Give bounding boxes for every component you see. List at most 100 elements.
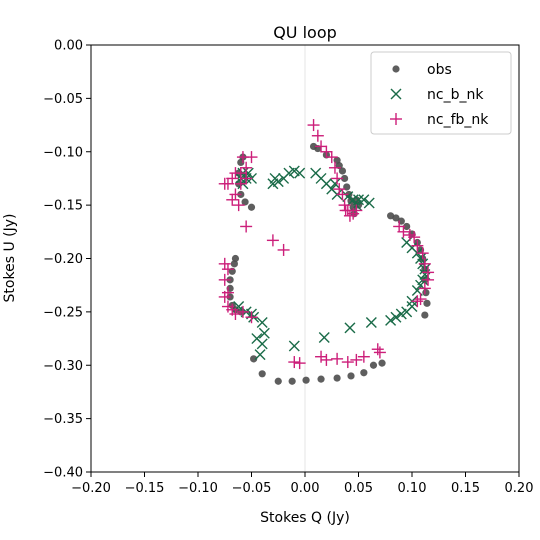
point-nc_b_nk-23 <box>363 197 375 209</box>
legend-marker-nc_fb_nk <box>390 113 402 125</box>
point-nc_b_nk-39 <box>390 311 402 323</box>
point-nc_fb_nk-62 <box>218 177 231 190</box>
point-nc_b_nk-43 <box>318 332 330 343</box>
legend-label-nc_fb_nk: nc_fb_nk <box>427 112 489 128</box>
point-nc_fb_nk-61 <box>226 193 239 206</box>
x-tick-label-8: 0.20 <box>505 481 534 496</box>
y-tick-label-4: −0.20 <box>43 252 83 267</box>
point-nc_fb_nk-53 <box>234 167 247 180</box>
point-nc_fb_nk-48 <box>236 305 249 318</box>
x-tick-label-4: 0.00 <box>291 481 320 496</box>
point-nc_fb_nk-47 <box>229 308 242 321</box>
point-nc_fb_nk-3 <box>320 145 333 158</box>
point-nc_fb_nk-51 <box>226 172 239 185</box>
point-obs-53 <box>247 203 256 211</box>
point-nc_fb_nk-49 <box>245 311 258 324</box>
y-tick-label-6: −0.30 <box>43 359 83 374</box>
legend-label-nc_b_nk: nc_b_nk <box>427 87 484 103</box>
x-tick-label-5: 0.05 <box>344 481 373 496</box>
legend-marker-nc_b_nk <box>390 88 402 100</box>
point-nc_fb_nk-29 <box>357 350 370 363</box>
y-tick-label-7: −0.35 <box>43 412 83 427</box>
point-nc_fb_nk-37 <box>266 234 279 247</box>
series-nc_b_nk <box>233 165 431 361</box>
point-obs-34 <box>288 377 296 385</box>
legend-box <box>370 51 512 135</box>
point-nc_fb_nk-39 <box>240 220 253 233</box>
x-tick-label-0: −0.20 <box>71 481 111 496</box>
point-nc_fb_nk-44 <box>218 290 231 303</box>
point-nc_fb_nk-30 <box>350 353 363 366</box>
point-obs-31 <box>333 374 341 382</box>
point-nc_b_nk-38 <box>395 308 407 320</box>
point-obs-30 <box>347 372 355 380</box>
point-nc_b_nk-47 <box>251 333 263 345</box>
y-tick-label-2: −0.10 <box>43 145 83 160</box>
point-nc_b_nk-12 <box>269 172 281 184</box>
point-nc_fb_nk-58 <box>234 177 247 190</box>
point-nc_b_nk-20 <box>347 194 359 206</box>
point-nc_b_nk-17 <box>329 178 341 190</box>
y-tick-label-1: −0.05 <box>43 92 83 107</box>
point-obs-29 <box>360 369 368 377</box>
legend: obs nc_b_nk nc_fb_nk <box>370 51 512 135</box>
point-nc_fb_nk-42 <box>218 273 231 286</box>
point-nc_fb_nk-6 <box>331 172 344 185</box>
point-nc_fb_nk-5 <box>328 161 341 174</box>
point-nc_fb_nk-21 <box>418 257 431 270</box>
point-nc_fb_nk-23 <box>422 273 435 286</box>
point-obs-32 <box>317 375 325 383</box>
point-nc_fb_nk-59 <box>229 188 242 201</box>
point-nc_b_nk-40 <box>385 314 397 326</box>
point-nc_fb_nk-35 <box>293 357 306 370</box>
point-nc_fb_nk-24 <box>418 282 431 295</box>
point-obs-27 <box>378 359 386 367</box>
point-obs-36 <box>258 370 266 378</box>
point-nc_fb_nk-4 <box>325 151 338 164</box>
legend-entries: obs nc_b_nk nc_fb_nk <box>390 62 489 128</box>
point-nc_fb_nk-0 <box>307 119 320 132</box>
point-nc_fb_nk-27 <box>371 343 384 356</box>
point-nc_fb_nk-32 <box>331 352 344 365</box>
point-nc_b_nk-22 <box>358 194 370 206</box>
point-nc_fb_nk-54 <box>240 172 253 185</box>
x-tick-label-7: 0.15 <box>451 481 480 496</box>
x-axis-label: Stokes Q (Jy) <box>260 510 350 526</box>
point-obs-52 <box>241 198 249 206</box>
y-tick-label-0: 0.00 <box>54 39 83 54</box>
point-nc_fb_nk-34 <box>315 350 328 363</box>
point-nc_b_nk-49 <box>256 317 268 329</box>
point-nc_fb_nk-7 <box>333 183 346 196</box>
point-nc_b_nk-41 <box>365 317 377 329</box>
legend-label-obs: obs <box>427 62 452 78</box>
point-nc_b_nk-48 <box>258 327 270 339</box>
y-axis-ticks: 0.00 −0.05 −0.10 −0.15 −0.20 −0.25 −0.30 −0.35 −… <box>43 39 91 481</box>
x-axis-ticks: −0.20 −0.15 −0.10 −0.05 0.00 0.05 0.10 0.15 0.20 <box>71 472 533 496</box>
point-obs-26 <box>421 311 429 319</box>
point-nc_fb_nk-57 <box>236 151 249 164</box>
point-obs-15 <box>392 214 400 222</box>
point-nc_fb_nk-28 <box>373 346 386 359</box>
points-layer <box>218 119 435 385</box>
point-obs-39 <box>230 260 238 268</box>
point-obs-5 <box>338 167 347 175</box>
x-tick-label-3: −0.05 <box>232 481 272 496</box>
point-nc_fb_nk-2 <box>315 140 328 153</box>
point-nc_fb_nk-13 <box>350 204 363 217</box>
point-nc_fb_nk-31 <box>341 356 354 369</box>
point-nc_fb_nk-33 <box>320 353 333 366</box>
point-nc_fb_nk-14 <box>339 204 352 217</box>
point-nc_b_nk-44 <box>288 340 300 352</box>
series-nc_fb_nk <box>218 119 435 370</box>
point-obs-24 <box>422 289 430 297</box>
point-nc_fb_nk-26 <box>411 295 424 308</box>
point-obs-17 <box>403 222 411 231</box>
y-axis-label: Stokes U (Jy) <box>2 214 18 303</box>
point-nc_b_nk-11 <box>294 167 306 179</box>
point-nc_fb_nk-8 <box>336 188 349 201</box>
point-obs-38 <box>231 254 240 263</box>
point-nc_fb_nk-41 <box>221 263 234 276</box>
x-tick-label-1: −0.15 <box>125 481 165 496</box>
point-nc_b_nk-3 <box>242 167 254 179</box>
